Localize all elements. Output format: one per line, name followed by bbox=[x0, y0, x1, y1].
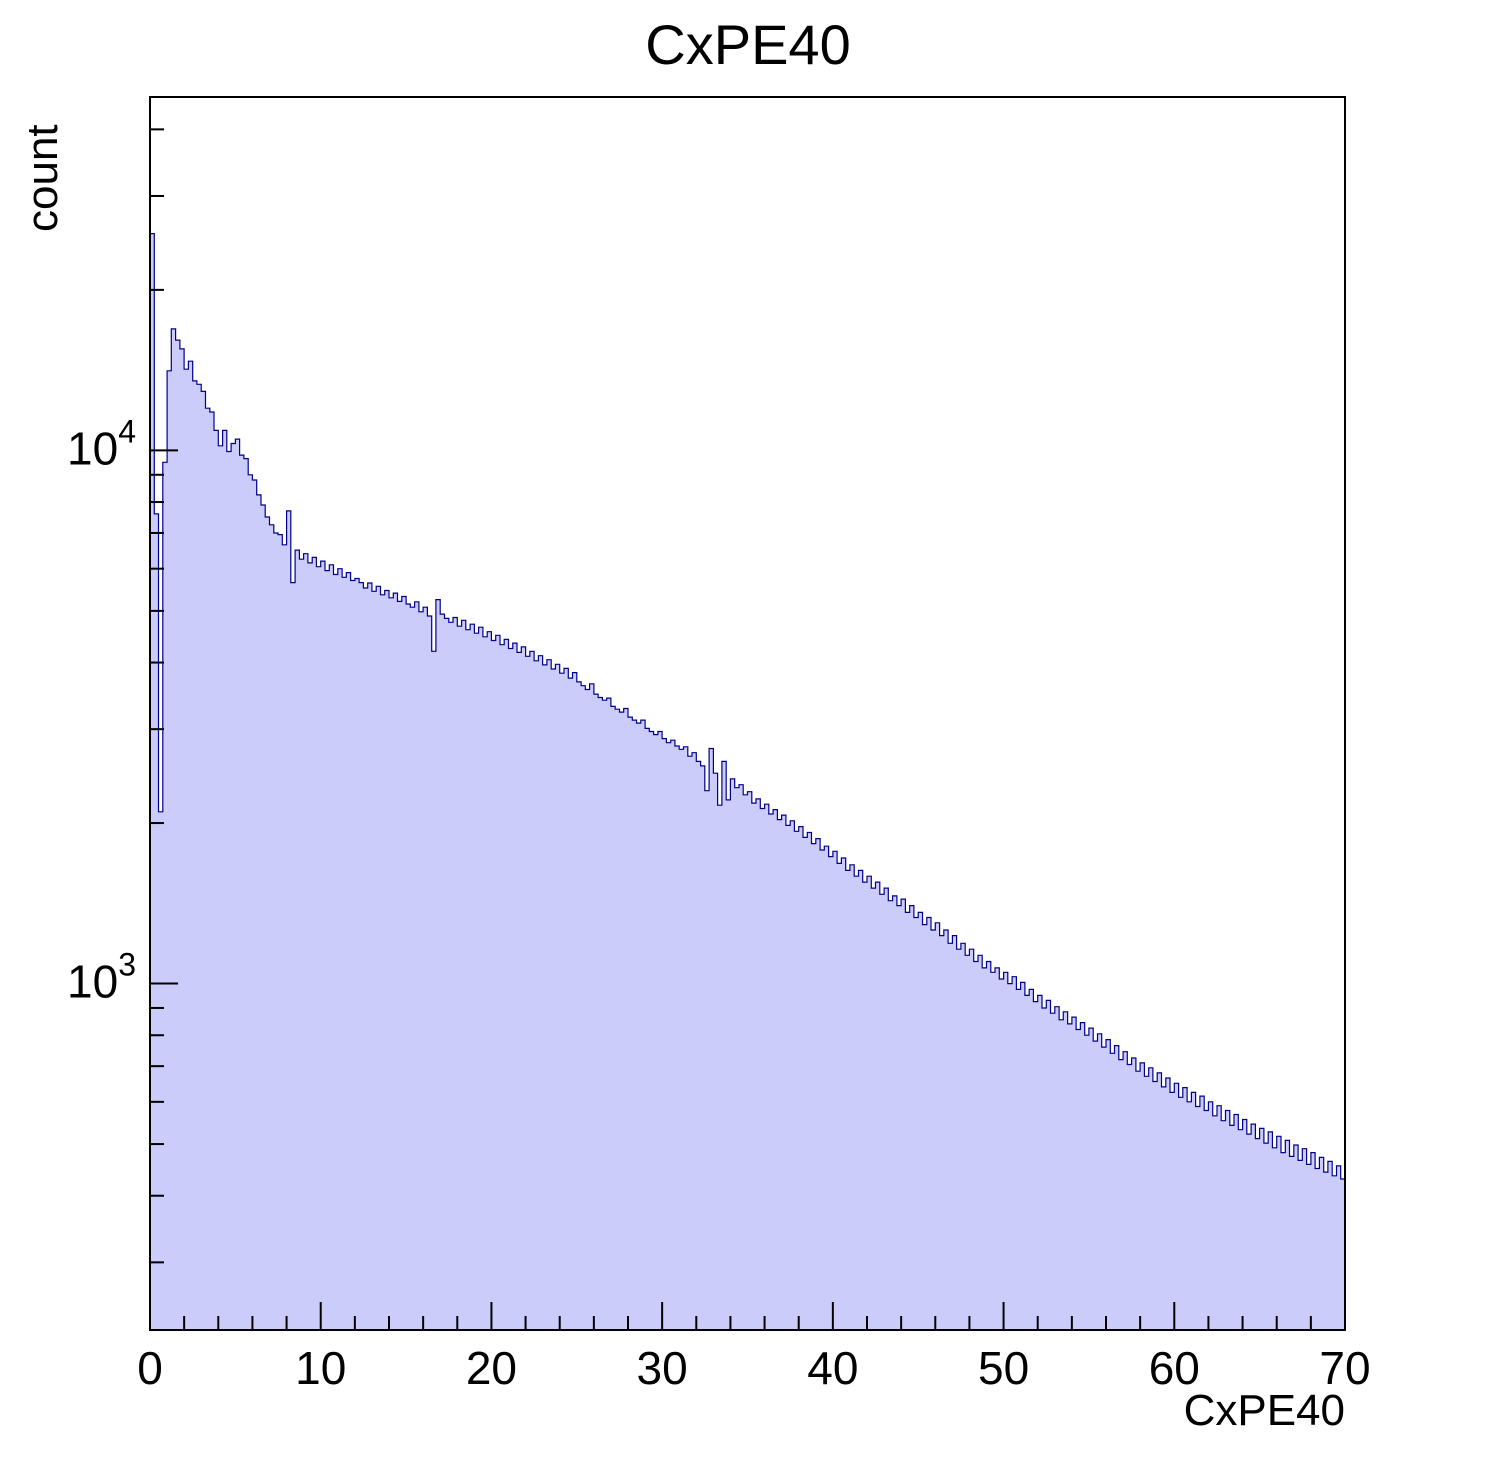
y-axis-ticks bbox=[150, 128, 178, 1264]
x-tick-label: 10 bbox=[295, 1342, 346, 1394]
chart-title: CxPE40 bbox=[645, 13, 851, 76]
plot-frame bbox=[149, 96, 1346, 1331]
x-tick-label: 50 bbox=[978, 1342, 1029, 1394]
histogram-series bbox=[149, 233, 1346, 1331]
x-tick-label: 20 bbox=[466, 1342, 517, 1394]
x-tick-label: 0 bbox=[137, 1342, 163, 1394]
x-tick-label: 30 bbox=[637, 1342, 688, 1394]
x-tick-label: 40 bbox=[807, 1342, 858, 1394]
x-tick-label: 70 bbox=[1319, 1342, 1370, 1394]
y-tick-label: 104 bbox=[67, 413, 136, 474]
x-tick-label: 60 bbox=[1149, 1342, 1200, 1394]
y-tick-label: 103 bbox=[67, 947, 136, 1008]
x-axis-label: CxPE40 bbox=[1183, 1386, 1345, 1435]
x-axis-ticks bbox=[149, 1302, 1346, 1330]
y-axis-label: count bbox=[18, 124, 67, 232]
